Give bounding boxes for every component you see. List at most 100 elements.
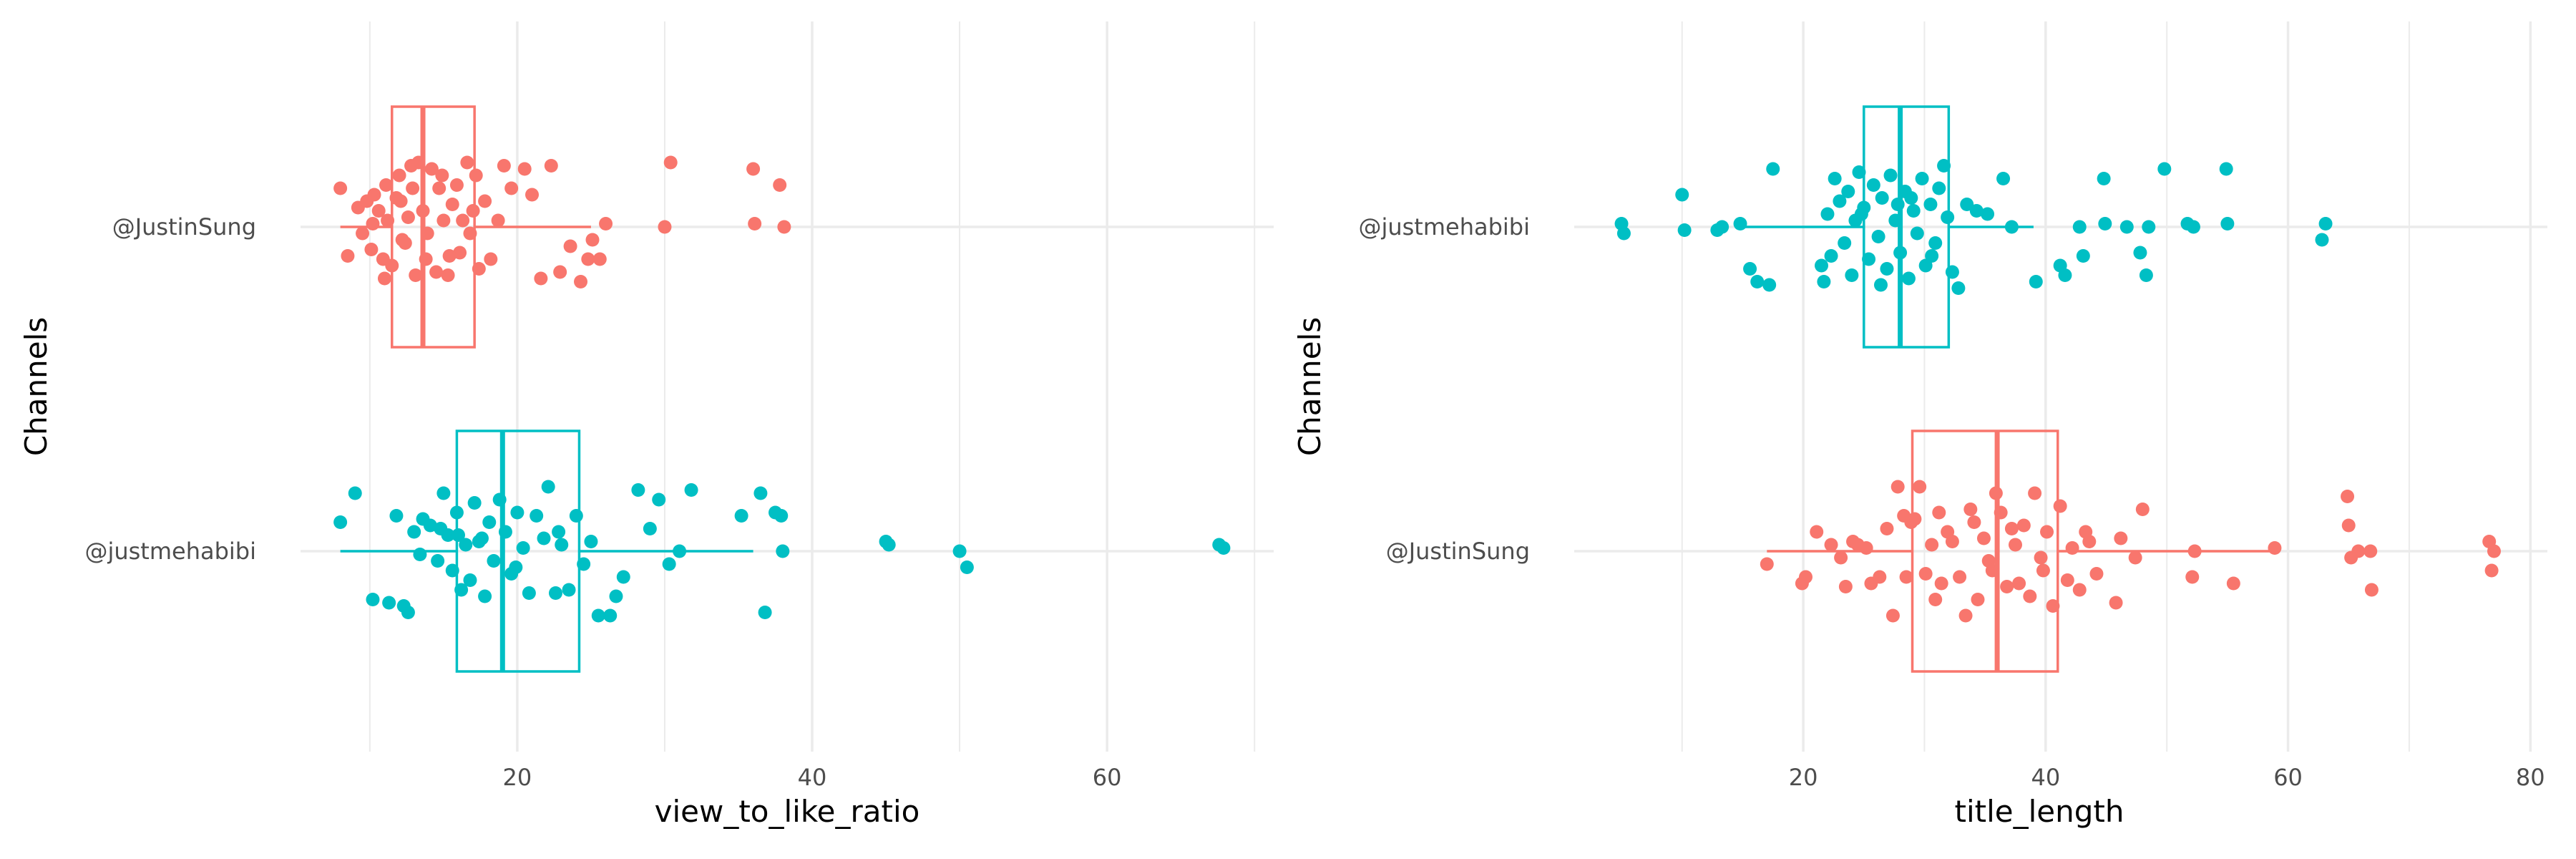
data-point (1852, 165, 1866, 179)
box-iqr (1863, 105, 1951, 349)
data-point (952, 544, 967, 558)
data-point (758, 606, 772, 619)
data-point (356, 226, 370, 241)
data-point (509, 560, 523, 574)
data-point (2000, 580, 2014, 593)
data-point (2157, 162, 2172, 176)
data-point (478, 194, 492, 208)
x-tick-label: 60 (1093, 764, 1122, 791)
data-point (2139, 268, 2153, 282)
data-point (492, 492, 507, 507)
data-point (498, 525, 512, 539)
data-point (777, 220, 791, 234)
data-point (1824, 249, 1838, 263)
data-point (463, 226, 477, 241)
data-point (409, 268, 423, 282)
data-point (1743, 262, 1757, 276)
data-point (1883, 168, 1898, 183)
data-point (1820, 207, 1835, 221)
data-point (2142, 220, 2156, 234)
data-point (2484, 563, 2499, 578)
y-axis-title: Channels (1292, 317, 1327, 456)
data-point (2004, 220, 2019, 234)
data-point (436, 213, 451, 228)
data-point (1971, 593, 1985, 606)
data-point (1854, 207, 1868, 221)
data-point (609, 589, 623, 603)
data-point (1996, 172, 2011, 185)
data-point (2046, 599, 2060, 613)
data-point (1810, 525, 1824, 539)
data-point (555, 538, 569, 552)
data-point (585, 233, 600, 247)
data-point (2012, 576, 2026, 591)
data-point (2185, 570, 2200, 584)
data-point (773, 178, 787, 192)
data-point (1925, 249, 1939, 263)
data-point (882, 538, 896, 552)
data-point (419, 252, 433, 266)
data-point (451, 528, 465, 542)
data-point (662, 557, 676, 571)
data-point (1963, 503, 1978, 516)
data-point (1934, 576, 1948, 591)
data-point (541, 480, 555, 494)
data-point (445, 563, 459, 578)
y-category-label: @justmehabibi (1358, 213, 1530, 241)
data-point (631, 483, 645, 497)
data-point (2058, 268, 2072, 282)
data-point (474, 531, 489, 545)
data-point (2341, 518, 2356, 533)
data-point (1967, 515, 1981, 529)
data-point (379, 178, 394, 192)
data-point (2315, 233, 2329, 247)
view-to-like-ratio-panel: 20 40 60 @justmehabibi @JustinSung view_to_li… (19, 21, 1274, 829)
data-point (466, 204, 480, 218)
data-point (616, 570, 630, 584)
data-point (2053, 499, 2067, 513)
data-point (1675, 188, 1689, 202)
data-point (652, 492, 666, 507)
data-point (1941, 210, 1955, 224)
data-point (746, 162, 761, 176)
data-point (591, 608, 605, 623)
data-point (1906, 204, 1921, 218)
data-point (1216, 541, 1231, 555)
data-point (2072, 220, 2087, 234)
data-point (441, 268, 455, 282)
data-point (413, 548, 427, 561)
data-point (395, 233, 409, 247)
data-point (389, 509, 404, 523)
data-point (1897, 509, 1911, 523)
data-point (1945, 265, 1959, 279)
data-point (525, 188, 540, 202)
data-point (487, 554, 501, 568)
data-point (2040, 525, 2054, 539)
data-point (2065, 541, 2079, 555)
x-tick-label: 60 (2273, 764, 2303, 791)
data-point (435, 168, 449, 183)
data-point (1913, 480, 1927, 494)
data-point (1885, 608, 1900, 623)
data-point (643, 522, 657, 535)
box-iqr (455, 430, 581, 673)
x-tick-label: 40 (798, 764, 827, 791)
data-point (404, 159, 419, 173)
data-point (406, 181, 420, 195)
data-point (1908, 512, 1922, 526)
data-point (385, 258, 399, 273)
x-tick-label: 20 (503, 764, 532, 791)
data-point (1841, 185, 1855, 198)
data-point (1918, 567, 1933, 581)
data-point (1937, 159, 1951, 173)
points-justinsung (333, 155, 791, 288)
box-iqr (1911, 430, 2059, 673)
data-point (1890, 480, 1905, 494)
data-point (459, 538, 473, 552)
data-point (445, 198, 459, 211)
box-iqr (391, 105, 476, 349)
points-justmehabibi (333, 480, 1231, 623)
data-point (1918, 258, 1933, 273)
data-point (2268, 541, 2282, 555)
